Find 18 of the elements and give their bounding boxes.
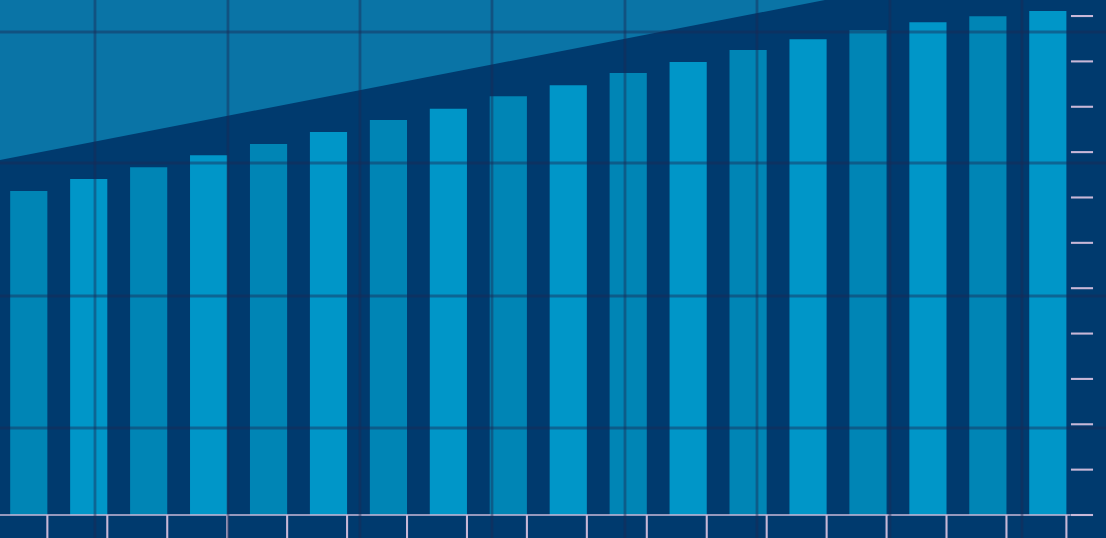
bar: [369, 119, 408, 515]
bar: [249, 144, 288, 515]
bar: [849, 30, 887, 515]
bar: [549, 85, 587, 515]
bar: [190, 155, 228, 515]
bar: [909, 22, 947, 515]
bar: [1029, 11, 1067, 515]
bar: [489, 96, 527, 515]
bar: [70, 178, 108, 515]
bar: [130, 167, 168, 515]
bar: [729, 49, 767, 515]
bar: [789, 39, 827, 515]
bar: [609, 73, 647, 515]
bar: [309, 132, 348, 515]
bar: [10, 190, 48, 515]
bar: [429, 108, 467, 515]
bar: [669, 61, 707, 515]
bar: [969, 16, 1007, 515]
